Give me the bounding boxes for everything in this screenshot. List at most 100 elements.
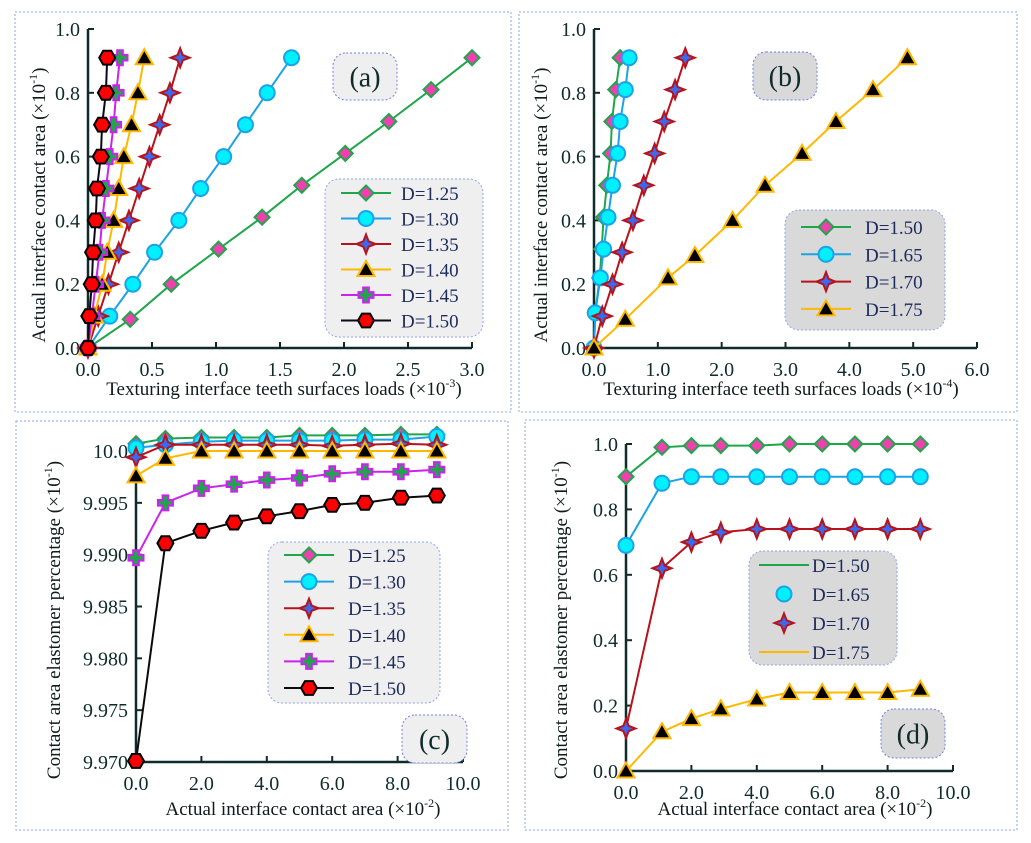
legend-label: D=1.45 <box>348 652 406 673</box>
data-point-star <box>642 141 667 166</box>
x-axis-title: Actual interface contact area (×10-2) <box>166 796 441 820</box>
data-point-triangle <box>191 440 212 459</box>
data-point-hexagon <box>224 514 244 531</box>
data-point-star <box>137 144 162 169</box>
y-tick-label: 0.6 <box>55 147 80 169</box>
data-point-plus <box>258 471 276 489</box>
x-axis-title: Actual interface contact area (×10-2) <box>658 796 933 820</box>
data-point-circle <box>604 176 622 194</box>
x-axis-title-exponent: -4 <box>942 376 952 390</box>
data-point-hexagon <box>156 535 175 552</box>
data-point-triangle <box>844 681 866 701</box>
y-tick-label: 0.4 <box>55 210 80 232</box>
data-point-circle <box>620 49 638 67</box>
x-tick-label: 1.5 <box>268 359 293 381</box>
y-tick-label: 9.995 <box>83 493 128 515</box>
data-point-star <box>106 240 131 265</box>
data-point-circle <box>591 269 609 287</box>
data-point-hexagon <box>91 148 110 165</box>
y-tick-label: 0.8 <box>593 499 618 521</box>
series-line <box>87 57 146 349</box>
panel-a: 0.0 0.5 1.0 1.5 2.0 2.5 3.00.00.20.40.60.81.0T… <box>14 11 512 413</box>
data-point-circle <box>595 240 613 258</box>
data-point-circle <box>599 208 617 226</box>
series-150 <box>617 435 930 486</box>
data-point-star <box>649 556 675 581</box>
y-axis-title-main: Contact area elastomer percentage (×10 <box>551 477 572 779</box>
data-point-circle <box>682 468 700 486</box>
legend: D=1.50 D=1.65 D=1.70 D=1.75 <box>748 550 898 666</box>
legend-label: D=1.45 <box>401 286 459 307</box>
data-point-star <box>908 516 933 542</box>
data-point-triangle <box>657 267 679 286</box>
data-point-diamond <box>336 144 355 163</box>
y-tick-label: 1.0 <box>55 19 80 41</box>
data-point-triangle <box>426 440 448 459</box>
legend-label: D=1.25 <box>348 546 406 567</box>
data-point-diamond <box>379 112 398 131</box>
data-point-star <box>875 516 900 542</box>
data-point-diamond <box>711 436 730 455</box>
panel-label-box <box>752 51 818 101</box>
legend-label: D=1.30 <box>401 210 459 231</box>
series-175 <box>583 47 918 356</box>
panel-border <box>15 420 509 831</box>
data-point-star <box>116 208 142 233</box>
data-point-star <box>157 80 183 106</box>
x-tick-label: 2.0 <box>709 359 734 381</box>
data-point-star <box>600 271 625 297</box>
y-tick-label: 0.0 <box>55 338 80 360</box>
data-point-triangle <box>681 708 702 727</box>
data-point-triangle <box>155 447 176 466</box>
series-line <box>135 468 437 559</box>
data-point-plus <box>192 479 210 497</box>
y-tick-label: 9.980 <box>83 648 128 670</box>
y-axis-title-end: ) <box>531 68 552 74</box>
panel-c: 0.0 2.0 4.0 6.0 8.0 10.0 9.970 9.975 9.980 9.985 9… <box>15 420 509 831</box>
legend-marker-hexagon <box>299 680 319 696</box>
data-point-triangle <box>877 681 898 701</box>
legend-label: D=1.75 <box>812 643 870 664</box>
y-tick-label: 0.8 <box>55 83 80 105</box>
panel-label: (d) <box>897 720 930 751</box>
data-point-hexagon <box>290 503 309 520</box>
series-line <box>135 494 437 762</box>
data-point-triangle <box>811 681 833 701</box>
x-tick-label: 1.0 <box>204 359 229 381</box>
data-point-plus <box>156 494 174 512</box>
x-tick-label: 6.0 <box>320 773 345 795</box>
data-point-circle <box>846 468 864 486</box>
data-point-diamond <box>747 436 766 455</box>
x-axis-title-end: ) <box>952 379 958 400</box>
data-point-star <box>842 516 868 542</box>
data-point-triangle <box>722 209 743 228</box>
data-point-diamond <box>209 240 228 259</box>
data-point-triangle <box>354 440 376 459</box>
data-point-circle <box>283 49 301 67</box>
data-point-hexagon <box>391 489 411 506</box>
data-point-circle <box>911 468 929 486</box>
x-tick-label: 10.0 <box>446 773 481 795</box>
x-tick-label: 0.0 <box>124 773 149 795</box>
data-point-circle <box>192 180 210 197</box>
legend-marker-circle <box>817 245 835 263</box>
legend-marker-plus <box>300 652 318 670</box>
data-point-circle <box>170 211 188 229</box>
y-axis-title-exponent: -1 <box>528 74 542 84</box>
series-line <box>87 57 109 349</box>
y-tick-label: 1.0 <box>561 19 586 41</box>
y-tick-label: 0.4 <box>561 210 586 232</box>
y-tick-label: 9.985 <box>83 597 128 619</box>
legend-label: D=1.50 <box>401 312 459 333</box>
series-150 <box>126 487 446 769</box>
data-point-triangle <box>754 174 776 193</box>
data-point-triangle <box>223 440 245 459</box>
legend-marker-triangle <box>355 258 377 277</box>
series-line <box>625 528 921 729</box>
series-145 <box>127 461 446 567</box>
data-point-triangle <box>583 337 605 356</box>
data-point-diamond <box>845 435 864 453</box>
data-point-triangle <box>651 721 673 740</box>
legend-label: D=1.70 <box>812 614 870 635</box>
